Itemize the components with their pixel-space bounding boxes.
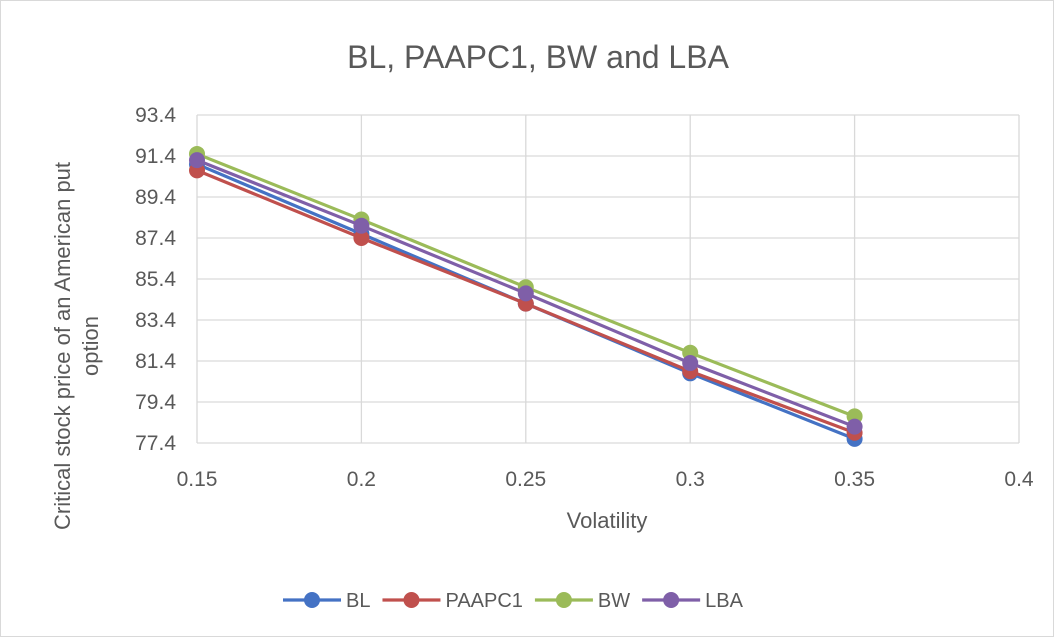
legend-label-bl: BL	[346, 590, 370, 612]
x-axis-title: Volatility	[567, 508, 648, 533]
data-point-paapc1	[353, 230, 370, 246]
grid	[196, 114, 1020, 444]
chart-title: BL, PAAPC1, BW and LBA	[347, 39, 729, 75]
y-tick-label: 85.4	[135, 268, 176, 291]
y-tick-label: 83.4	[135, 309, 176, 332]
legend-marker-paapc1	[403, 592, 420, 608]
y-axis-title: Critical stock price of an American put …	[50, 162, 103, 530]
y-axis-title-line-2: option	[78, 316, 103, 376]
y-tick-label: 91.4	[135, 145, 176, 168]
y-axis-title-line-1: Critical stock price of an American put	[50, 162, 75, 530]
y-tick-label: 89.4	[135, 186, 176, 209]
y-tick-label: 93.4	[135, 104, 176, 127]
x-tick-label: 0.2	[347, 468, 376, 491]
data-point-lba	[682, 355, 699, 372]
legend-item-bw: BW	[534, 590, 630, 612]
legend-marker-bl	[304, 592, 320, 608]
legend-marker-bw	[555, 592, 572, 608]
legend-item-paapc1: PAAPC1	[382, 590, 523, 612]
legend: BL PAAPC1 BW LBA	[283, 590, 744, 612]
y-tick-label: 79.4	[135, 391, 176, 414]
data-point-lba	[846, 418, 863, 435]
x-tick-label: 0.4	[1004, 468, 1034, 491]
series-layer	[189, 145, 863, 447]
x-tick-label: 0.15	[177, 468, 218, 491]
legend-marker-lba	[663, 592, 680, 608]
legend-item-lba: LBA	[642, 590, 744, 612]
y-tick-label: 81.4	[135, 350, 176, 373]
legend-label-lba: LBA	[705, 590, 743, 612]
x-tick-label: 0.25	[505, 468, 546, 491]
y-tick-label: 87.4	[135, 227, 176, 250]
data-point-lba	[517, 285, 534, 302]
data-point-lba	[189, 152, 205, 169]
y-tick-label: 77.4	[135, 432, 176, 455]
legend-item-bl: BL	[283, 590, 370, 612]
x-tick-label: 0.35	[834, 468, 875, 491]
series-lba	[189, 152, 863, 435]
tick-labels: 77.4 79.4 81.4 83.4 85.4 87.4 89.4 91.4 93.4 0.15…	[135, 104, 1034, 491]
legend-label-paapc1: PAAPC1	[445, 590, 522, 612]
legend-label-bw: BW	[598, 590, 630, 612]
data-point-lba	[353, 217, 370, 234]
x-tick-label: 0.3	[676, 468, 705, 491]
